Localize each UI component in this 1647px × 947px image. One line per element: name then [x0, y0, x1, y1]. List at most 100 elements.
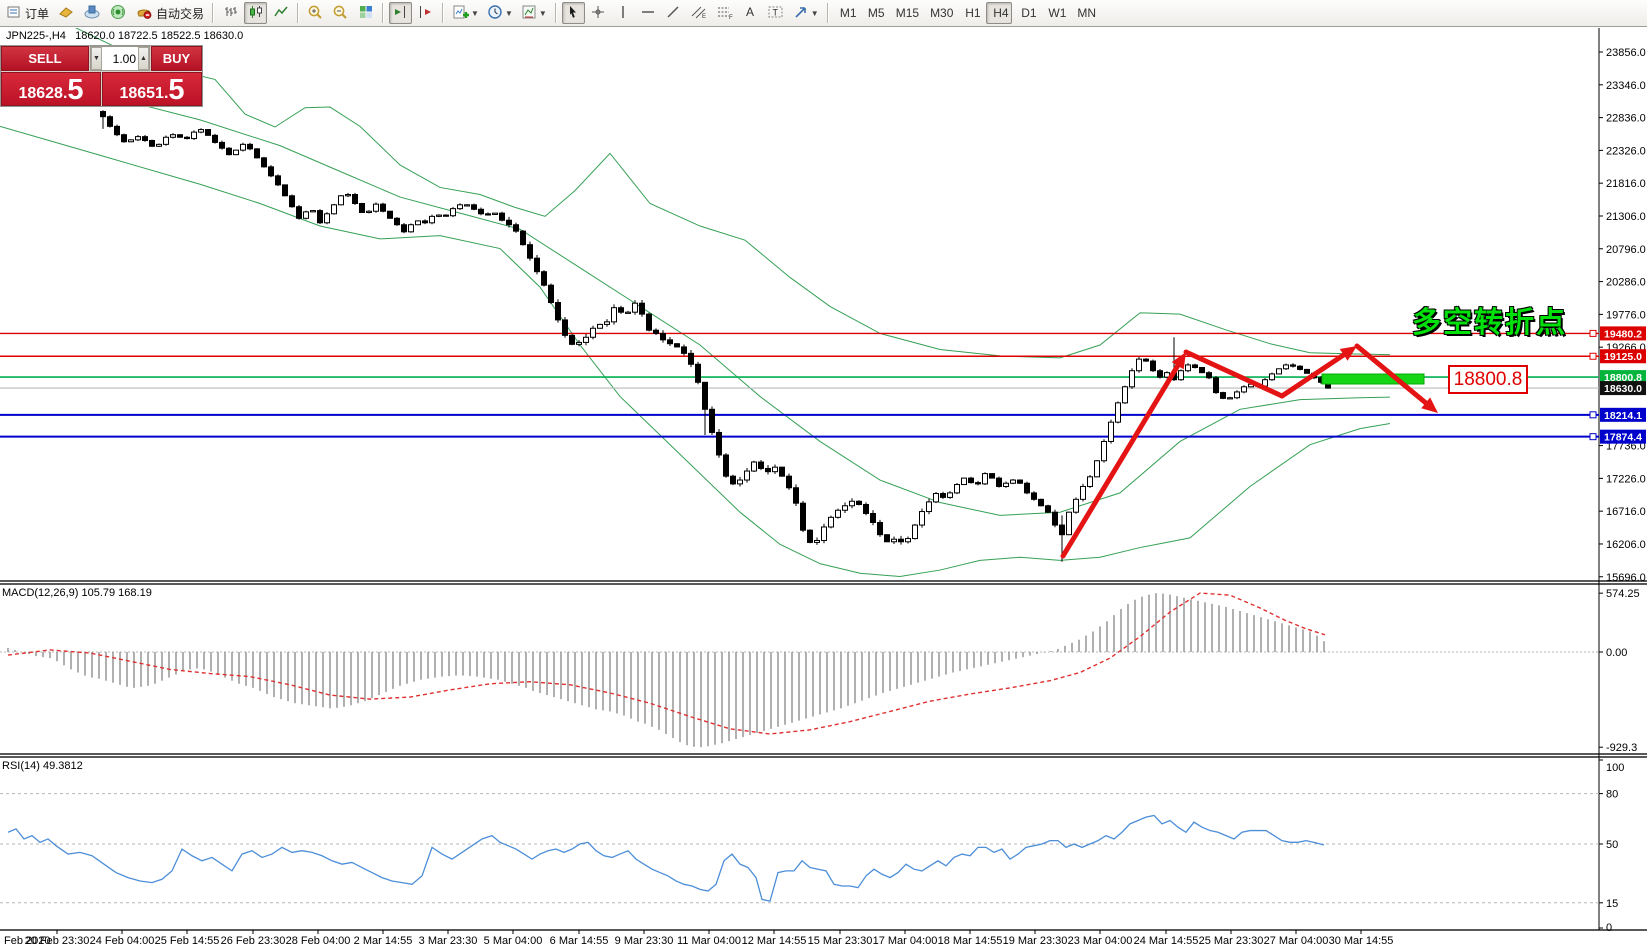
candle [254, 148, 260, 159]
svg-text:Feb 2020: Feb 2020 [4, 935, 50, 947]
candle [975, 482, 981, 485]
candle [611, 307, 617, 323]
volume-input[interactable] [102, 47, 138, 70]
zoom-out-button[interactable] [329, 2, 352, 24]
add-indicator-button[interactable]: ▼ [449, 2, 482, 24]
time-tick-label: 25 Feb 14:55 [155, 935, 220, 947]
shapes-button[interactable]: ▼ [790, 2, 822, 24]
hline-button[interactable] [637, 2, 660, 24]
template-button[interactable]: ▼ [518, 2, 550, 24]
candle [1038, 498, 1044, 507]
period-icon [487, 4, 503, 23]
crosshair-button[interactable] [587, 2, 610, 24]
buy-price-frac: 5 [168, 74, 185, 107]
svg-text:21816.0: 21816.0 [1606, 178, 1646, 190]
sell-button[interactable]: SELL [1, 46, 89, 71]
candle [541, 271, 547, 286]
candle [212, 134, 218, 143]
timeframe-h1-button[interactable]: H1 [965, 6, 981, 20]
new-order-button[interactable]: 订单 [3, 2, 52, 24]
supply-zone-bar[interactable] [1321, 373, 1425, 385]
cursor-button[interactable] [561, 2, 585, 24]
broadcast-button[interactable] [106, 2, 130, 24]
timeframe-m15-button[interactable]: M15 [895, 6, 920, 20]
auto-scroll-button[interactable] [414, 2, 437, 24]
candle [114, 125, 120, 136]
trend-arrow[interactable] [1060, 358, 1184, 559]
upload-icon [83, 4, 101, 23]
channel-button[interactable]: E [687, 2, 711, 24]
broadcast-icon [109, 4, 127, 23]
timeframe-m1-button[interactable]: M1 [839, 6, 857, 20]
candle [1143, 358, 1149, 362]
svg-text:-929.3: -929.3 [1606, 742, 1637, 754]
candle [688, 352, 694, 365]
candle [744, 470, 750, 481]
vline-button[interactable] [612, 2, 635, 24]
tile-windows-button[interactable] [354, 2, 377, 24]
line-chart-icon [273, 4, 289, 23]
macd-signal-line [7, 592, 1326, 735]
candle [1136, 358, 1142, 372]
svg-text:20286.0: 20286.0 [1606, 277, 1646, 289]
trendline-button[interactable] [662, 2, 685, 24]
candle [751, 461, 757, 472]
candle [1192, 364, 1198, 368]
history-button[interactable] [54, 2, 78, 24]
trend-arrow[interactable] [1354, 343, 1433, 410]
autotrade-icon [135, 4, 153, 23]
shift-end-button[interactable] [389, 2, 413, 24]
volume-up-icon[interactable]: ▲ [138, 47, 149, 70]
candle-chart-button[interactable] [244, 2, 268, 24]
candle [282, 184, 288, 197]
candle [961, 477, 967, 486]
buy-price-display[interactable]: 18651. 5 [102, 72, 202, 106]
candle [765, 467, 771, 473]
toolbar-separator [212, 3, 215, 23]
candle [233, 149, 239, 156]
tile-windows-icon [358, 4, 374, 23]
svg-text:15696.0: 15696.0 [1606, 572, 1646, 584]
candle [1031, 492, 1037, 500]
toolbar-separator [442, 3, 445, 23]
timeframe-mn-button[interactable]: MN [1077, 6, 1097, 20]
bars-chart-button[interactable] [219, 2, 242, 24]
candle [947, 492, 953, 498]
volume-stepper[interactable]: ▼ ▲ [90, 46, 150, 71]
buy-button[interactable]: BUY [151, 46, 202, 71]
trend-arrow[interactable] [1183, 349, 1285, 399]
timeframe-w1-button[interactable]: W1 [1048, 6, 1067, 20]
candle [548, 284, 554, 304]
upload-button[interactable] [80, 2, 104, 24]
timeframe-m30-button[interactable]: M30 [930, 6, 954, 20]
rsi-pane [0, 793, 1599, 904]
candle [380, 203, 386, 212]
timeframe-h4-button[interactable]: H4 [986, 2, 1013, 24]
candle [1241, 386, 1247, 393]
candle [996, 477, 1002, 487]
candle [590, 327, 596, 338]
candle [1234, 391, 1240, 399]
trend-arrow[interactable] [1279, 349, 1352, 399]
candle [730, 475, 736, 485]
period-button[interactable]: ▼ [484, 2, 516, 24]
toolbar-separator [382, 3, 385, 23]
label-button[interactable]: T [764, 2, 788, 24]
candle [849, 500, 855, 507]
trendline-icon [665, 4, 681, 23]
toolbar-separator [554, 3, 557, 23]
svg-text:18630.0: 18630.0 [1604, 383, 1642, 395]
candle [429, 215, 435, 224]
timeframe-d1-button[interactable]: D1 [1021, 6, 1037, 20]
timeframe-m5-button[interactable]: M5 [867, 6, 885, 20]
vline-icon [616, 4, 630, 23]
zoom-in-button[interactable] [304, 2, 327, 24]
text-button[interactable]: A [739, 2, 762, 24]
line-chart-button[interactable] [269, 2, 292, 24]
candle [716, 431, 722, 456]
fibo-button[interactable]: F [713, 2, 737, 24]
autotrade-button[interactable]: 自动交易 [132, 2, 207, 24]
volume-down-icon[interactable]: ▼ [91, 47, 102, 70]
sell-price-display[interactable]: 18628. 5 [1, 72, 101, 106]
